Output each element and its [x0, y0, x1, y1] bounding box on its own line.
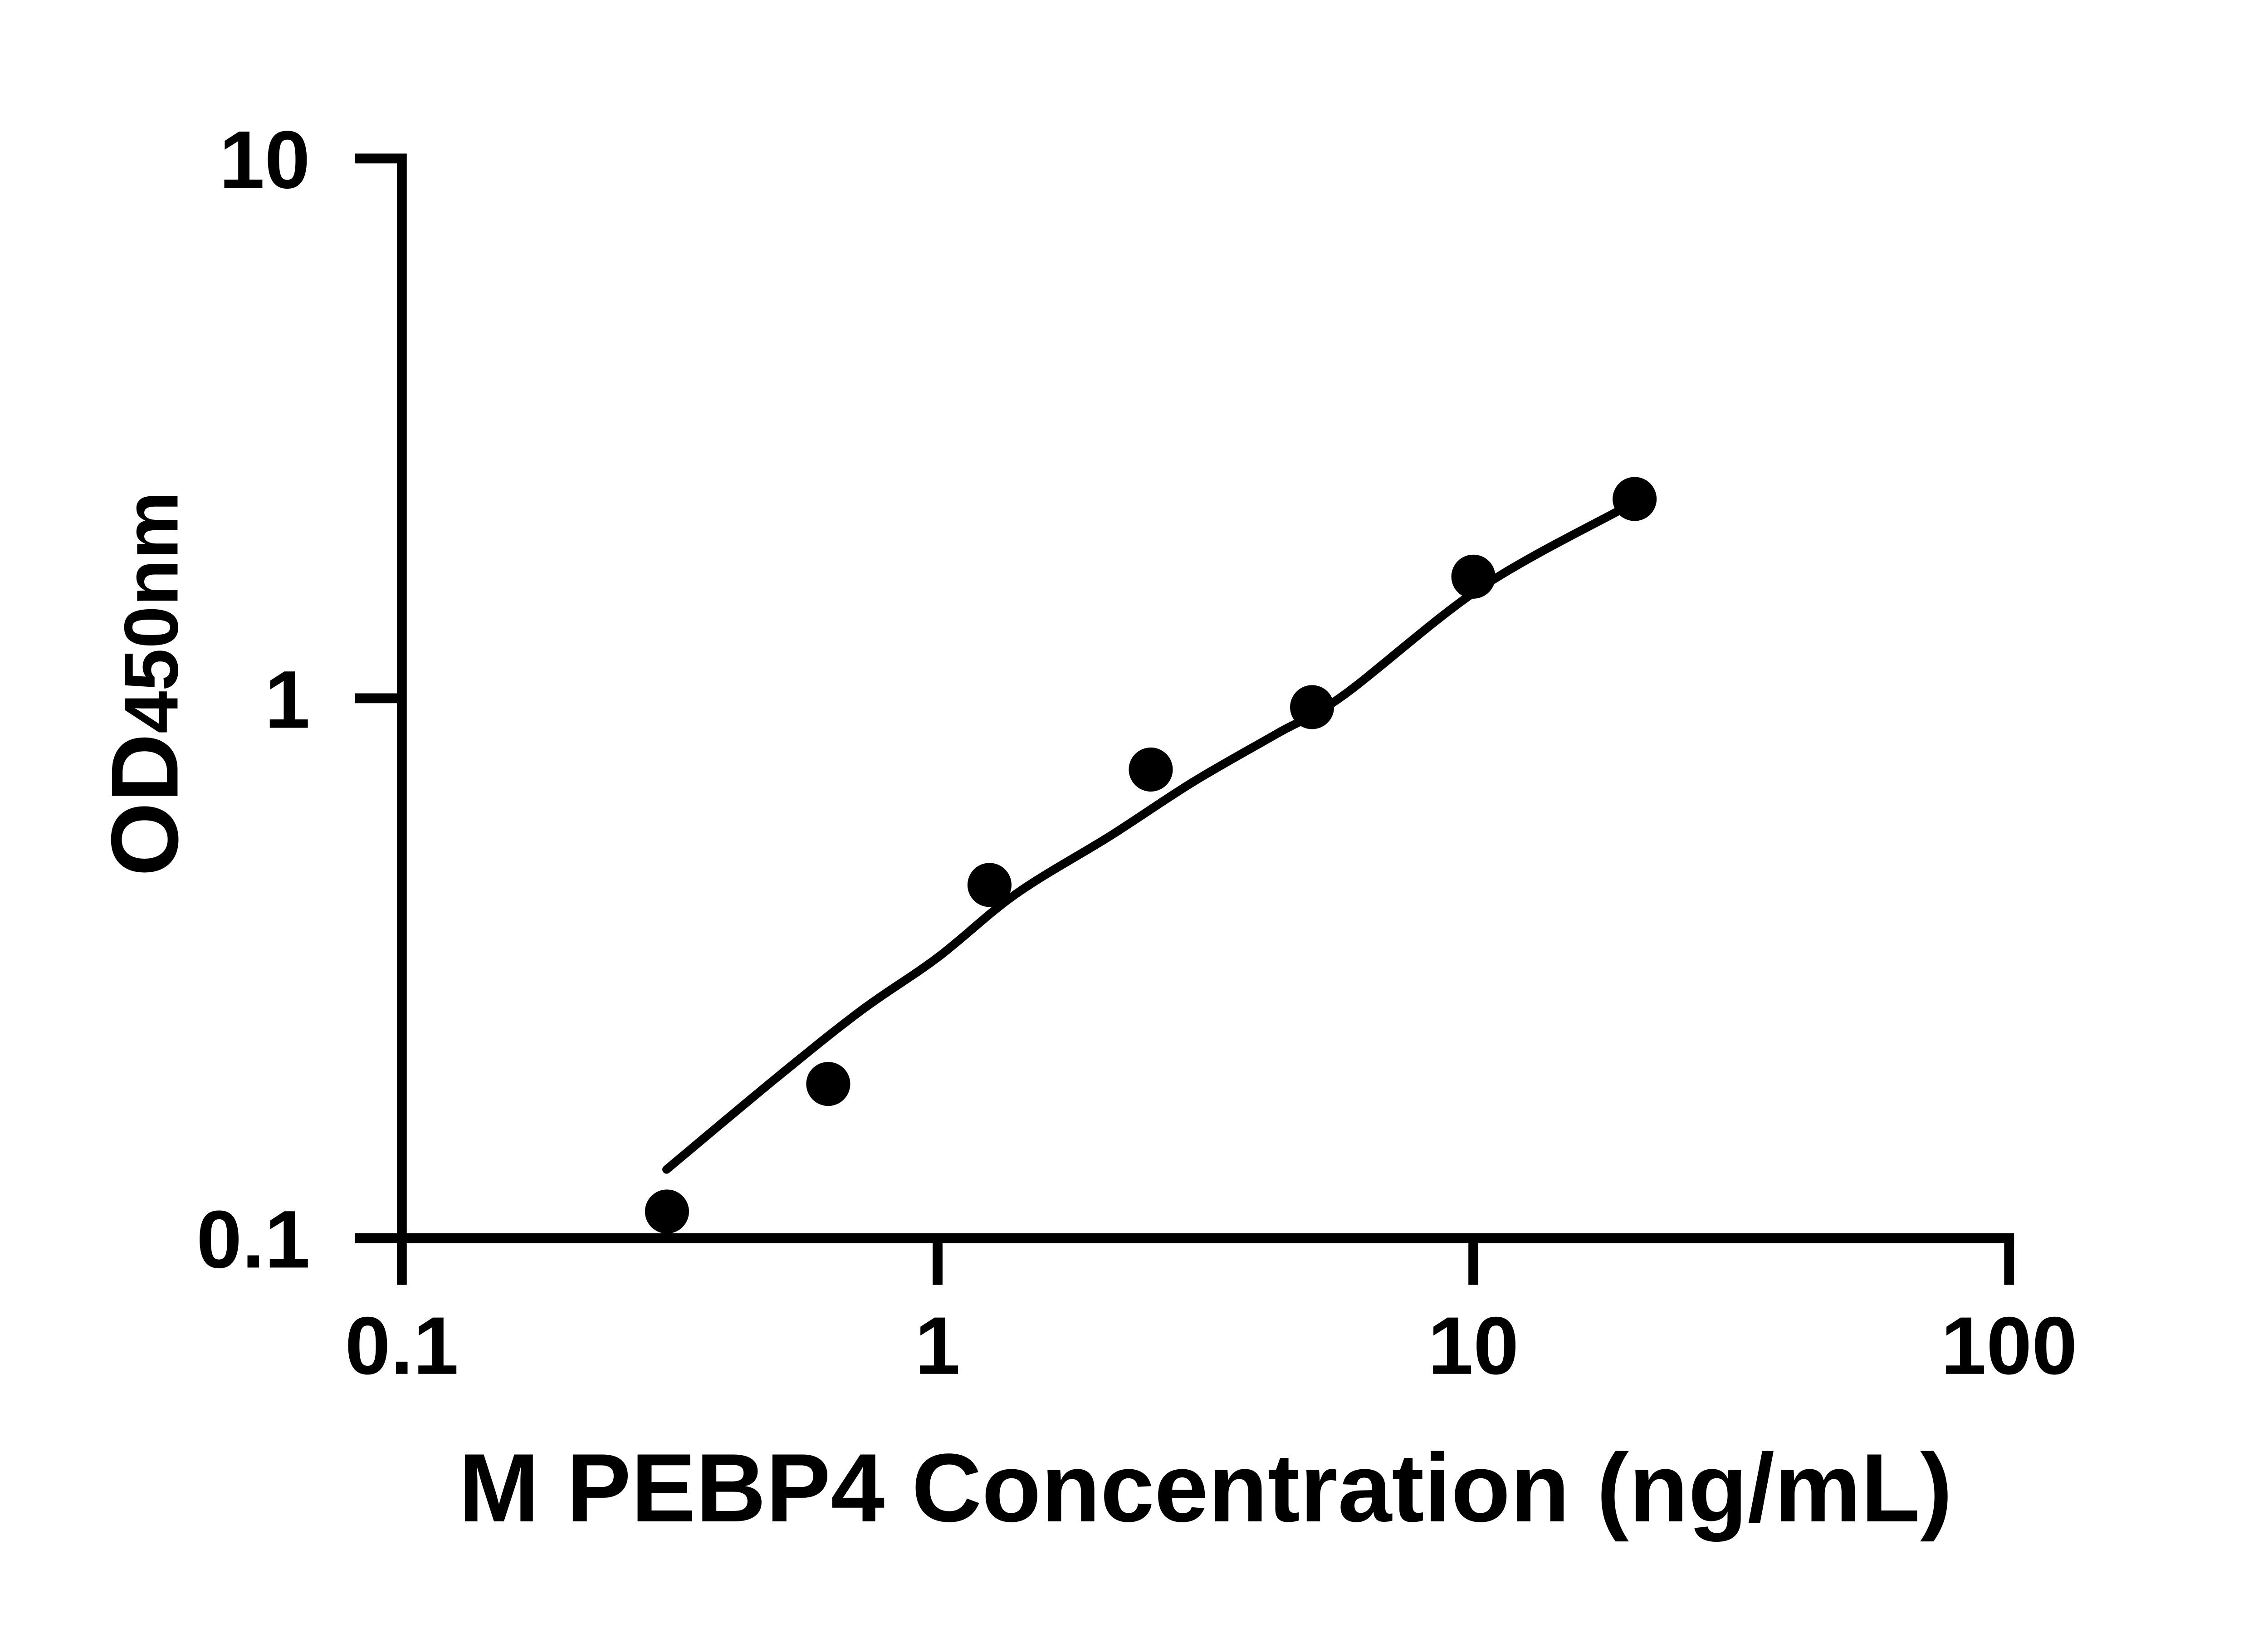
y-tick-label: 0.1: [196, 1194, 310, 1285]
y-axis-title-main: OD: [91, 733, 198, 876]
x-tick-label: 100: [1941, 1301, 2077, 1392]
data-point: [1613, 477, 1657, 521]
x-tick-label: 1: [915, 1301, 960, 1392]
data-point: [645, 1189, 689, 1234]
x-tick-label: 0.1: [345, 1301, 459, 1392]
data-point: [1290, 685, 1334, 729]
data-point: [1451, 554, 1496, 599]
y-tick-label: 1: [264, 654, 310, 745]
data-point: [806, 1062, 850, 1106]
data-point: [967, 863, 1012, 907]
x-axis-title: M PEBP4 Concentration (ng/mL): [459, 1434, 1953, 1542]
x-tick-label: 10: [1428, 1301, 1519, 1392]
y-axis-title-subscript: 450nm: [108, 491, 194, 733]
data-point: [1129, 747, 1173, 792]
y-axis-title: OD450nm: [91, 491, 198, 876]
y-tick-label: 10: [219, 114, 310, 205]
fit-curve: [662, 505, 1626, 1174]
